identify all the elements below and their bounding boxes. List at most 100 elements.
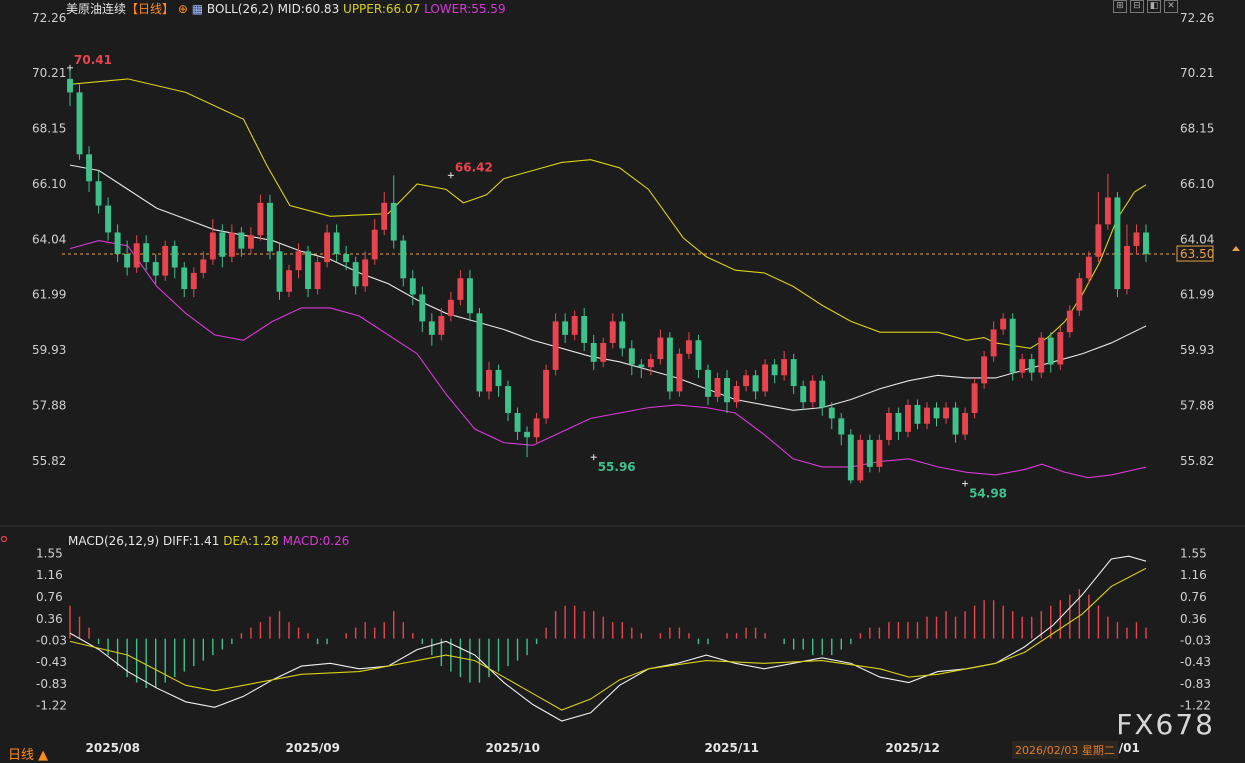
- candle-body: [257, 202, 264, 236]
- macd-tick-left: 0.36: [36, 612, 63, 626]
- candle-body: [971, 383, 978, 414]
- macd-tick-left: 1.16: [36, 568, 63, 582]
- toolbar-button-1[interactable]: ⊟: [1130, 0, 1144, 13]
- candle-body: [428, 321, 435, 335]
- candle-body: [695, 340, 702, 370]
- macd-tick-left: -1.22: [36, 699, 67, 713]
- date-tick: 2025/12: [885, 741, 939, 755]
- candle-body: [1076, 278, 1083, 311]
- last-price-label: 63.50: [1180, 247, 1214, 261]
- candle-body: [1047, 337, 1054, 365]
- candle-body: [133, 243, 140, 268]
- candle-body: [781, 359, 788, 376]
- candle-body: [447, 299, 454, 317]
- price-tick-left: 68.15: [32, 122, 66, 136]
- candle-body: [1066, 310, 1073, 333]
- candle-body: [619, 321, 626, 349]
- toolbar-button-3[interactable]: ✕: [1164, 0, 1178, 13]
- macd-tick-left: 0.76: [36, 590, 63, 604]
- boll-upper-line: [69, 78, 1147, 349]
- price-tick-right: 57.88: [1180, 398, 1214, 412]
- candle-body: [1000, 318, 1007, 330]
- candle-body: [124, 254, 131, 268]
- candle-body: [552, 321, 559, 370]
- macd-tick-right: -0.83: [1180, 677, 1211, 691]
- period-tag[interactable]: 【日线】: [126, 2, 175, 16]
- candle-body: [228, 232, 235, 257]
- candle-body: [1114, 197, 1121, 290]
- boll-label[interactable]: BOLL(26,2): [206, 2, 274, 16]
- low-annotation: 55.96: [598, 460, 636, 474]
- candle-body: [990, 329, 997, 357]
- macd-diff-value: DIFF:1.41: [162, 534, 220, 548]
- macd-label[interactable]: MACD(26,12,9): [68, 534, 160, 548]
- candle-body: [981, 356, 988, 384]
- candle-body: [381, 202, 388, 230]
- candle-body: [514, 413, 521, 432]
- price-tick-left: 70.21: [32, 66, 66, 80]
- candle-body: [819, 380, 826, 408]
- high-annotation: 66.42: [455, 160, 493, 174]
- macd-macd-value: MACD:0.26: [282, 534, 350, 548]
- candle-body: [371, 229, 378, 260]
- macd-dea-line: [69, 567, 1147, 711]
- toolbar-button-2[interactable]: ◧: [1147, 0, 1161, 13]
- candle-body: [362, 259, 369, 287]
- candle-body: [733, 386, 740, 403]
- candle-body: [600, 342, 607, 362]
- candle-body: [543, 369, 550, 419]
- toolbar-button-0[interactable]: ⊞: [1113, 0, 1127, 13]
- macd-tick-left: -0.03: [36, 633, 67, 647]
- candle-body: [505, 386, 511, 414]
- candle-body: [904, 404, 911, 432]
- candle-body: [657, 337, 664, 360]
- candle-body: [1009, 318, 1016, 373]
- candle-body: [333, 232, 340, 255]
- candle-body: [1019, 359, 1026, 373]
- candle-body: [838, 418, 845, 435]
- candle-body: [219, 232, 226, 257]
- candle-body: [581, 316, 588, 343]
- candle-body: [143, 243, 150, 263]
- candle-body: [743, 375, 750, 387]
- price-tick-right: 70.21: [1180, 66, 1214, 80]
- candle-body: [790, 359, 797, 387]
- candle-body: [409, 278, 416, 295]
- candle-body: [486, 369, 492, 392]
- date-tick: 2025/11: [704, 741, 758, 755]
- chart-header: 美原油连续【日线】 ⊕ ▦ BOLL(26,2) MID:60.83 UPPER…: [66, 0, 506, 17]
- candle-body: [276, 251, 283, 292]
- candle-body: [943, 407, 949, 419]
- candle-body: [762, 364, 769, 392]
- candle-body: [114, 232, 121, 255]
- candle-body: [286, 270, 292, 292]
- candle-body: [666, 337, 673, 392]
- candle-body: [562, 321, 569, 335]
- macd-tick-right: 1.55: [1180, 546, 1207, 560]
- settings-icon[interactable]: ⊕: [177, 2, 188, 16]
- candle-body: [1038, 337, 1045, 373]
- candle-body: [152, 262, 159, 276]
- candle-body: [752, 375, 759, 392]
- candle-body: [638, 364, 645, 368]
- candle-body: [885, 413, 892, 440]
- candle-body: [676, 353, 683, 392]
- candle-body: [419, 294, 426, 322]
- macd-tick-left: -0.83: [36, 677, 67, 691]
- candle-body: [400, 240, 407, 279]
- price-tick-right: 64.04: [1180, 232, 1214, 246]
- candle-body: [105, 205, 112, 233]
- candle-body: [685, 340, 692, 354]
- candle-body: [866, 439, 873, 467]
- candle-body: [324, 232, 331, 263]
- candle-body: [238, 232, 245, 249]
- candle-body: [162, 245, 169, 276]
- candle-body: [876, 439, 883, 467]
- period-selector[interactable]: 日线 ▲: [8, 748, 49, 763]
- candle-body: [67, 78, 73, 93]
- candle-body: [190, 272, 197, 290]
- indicator-icon: ▦: [191, 2, 204, 16]
- candle-body: [314, 262, 321, 290]
- candle-body: [809, 380, 816, 403]
